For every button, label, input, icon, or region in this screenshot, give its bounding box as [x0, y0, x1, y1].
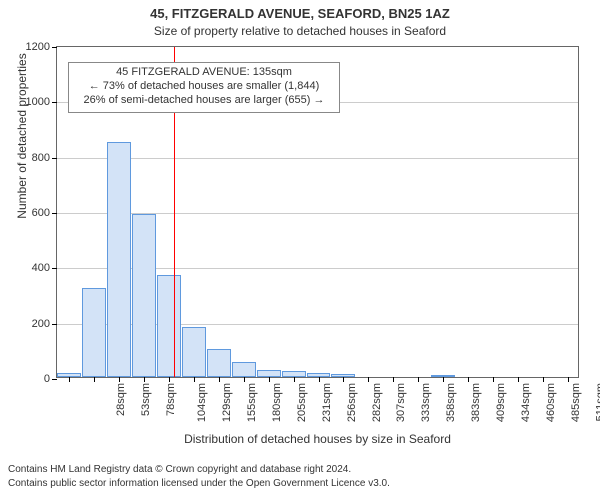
chart-title-line1: 45, FITZGERALD AVENUE, SEAFORD, BN25 1AZ — [0, 6, 600, 21]
x-tick-label: 256sqm — [344, 377, 358, 422]
chart-container: { "title_line1": "45, FITZGERALD AVENUE,… — [0, 0, 600, 500]
annotation-box: 45 FITZGERALD AVENUE: 135sqm ← 73% of de… — [68, 62, 340, 113]
x-tick-label: 104sqm — [194, 377, 208, 422]
x-tick-label: 383sqm — [468, 377, 482, 422]
y-tick-label: 200 — [32, 318, 57, 330]
x-tick-mark — [518, 377, 519, 382]
footer-line1: Contains HM Land Registry data © Crown c… — [8, 464, 351, 477]
annotation-line1: 45 FITZGERALD AVENUE: 135sqm — [75, 66, 333, 80]
x-tick-mark — [269, 377, 270, 382]
bar — [232, 362, 256, 377]
grid-line — [57, 158, 578, 159]
bar — [207, 349, 231, 377]
x-tick-label: 333sqm — [418, 377, 432, 422]
x-tick-label: 485sqm — [568, 377, 582, 422]
y-tick-label: 800 — [32, 152, 57, 164]
x-tick-mark — [393, 377, 394, 382]
x-tick-label: 307sqm — [394, 377, 408, 422]
footer-line2: Contains public sector information licen… — [8, 478, 390, 491]
x-tick-label: 155sqm — [244, 377, 258, 422]
x-tick-label: 358sqm — [443, 377, 457, 422]
x-tick-mark — [144, 377, 145, 382]
x-tick-mark — [94, 377, 95, 382]
y-tick-label: 400 — [32, 262, 57, 274]
y-tick-label: 1000 — [26, 96, 57, 108]
bar — [157, 275, 181, 377]
x-tick-mark — [418, 377, 419, 382]
x-tick-mark — [219, 377, 220, 382]
x-tick-label: 511sqm — [592, 377, 600, 421]
x-tick-mark — [294, 377, 295, 382]
x-tick-mark — [69, 377, 70, 382]
x-tick-mark — [368, 377, 369, 382]
x-tick-label: 28sqm — [113, 377, 127, 416]
bar — [257, 370, 281, 377]
x-tick-label: 205sqm — [294, 377, 308, 422]
bar — [82, 288, 106, 377]
x-tick-label: 180sqm — [269, 377, 283, 422]
y-tick-label: 1200 — [26, 41, 57, 53]
annotation-line3: 26% of semi-detached houses are larger (… — [75, 94, 333, 108]
x-tick-label: 78sqm — [163, 377, 177, 416]
chart-title-line2: Size of property relative to detached ho… — [0, 24, 600, 38]
x-tick-label: 231sqm — [319, 377, 333, 422]
x-tick-mark — [443, 377, 444, 382]
x-tick-mark — [319, 377, 320, 382]
y-tick-label: 0 — [44, 373, 57, 385]
x-tick-mark — [343, 377, 344, 382]
x-tick-label: 53sqm — [138, 377, 152, 416]
x-tick-label: 409sqm — [493, 377, 507, 422]
x-tick-mark — [568, 377, 569, 382]
x-tick-mark — [493, 377, 494, 382]
x-axis-label: Distribution of detached houses by size … — [56, 432, 579, 446]
y-tick-label: 600 — [32, 207, 57, 219]
x-tick-label: 434sqm — [518, 377, 532, 422]
annotation-line2: ← 73% of detached houses are smaller (1,… — [75, 80, 333, 94]
y-axis-label: Number of detached properties — [15, 0, 29, 302]
x-tick-mark — [244, 377, 245, 382]
x-tick-mark — [119, 377, 120, 382]
x-tick-mark — [169, 377, 170, 382]
x-tick-mark — [194, 377, 195, 382]
x-tick-mark — [543, 377, 544, 382]
x-tick-mark — [468, 377, 469, 382]
x-tick-label: 460sqm — [543, 377, 557, 422]
bar — [107, 142, 131, 377]
bar — [182, 327, 206, 377]
x-tick-label: 129sqm — [219, 377, 233, 422]
bar — [132, 214, 156, 377]
x-tick-label: 282sqm — [369, 377, 383, 422]
